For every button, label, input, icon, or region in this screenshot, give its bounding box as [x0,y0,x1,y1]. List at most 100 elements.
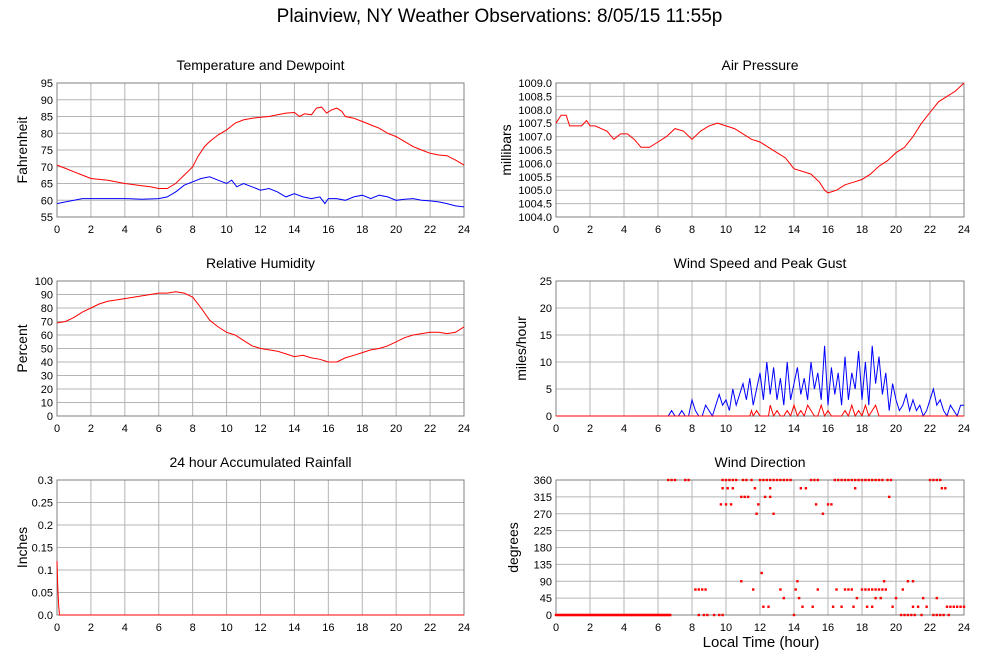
dir-point [741,478,745,482]
rh-xtick-label: 10 [220,423,232,435]
dir-point [603,613,607,617]
dir-point [956,605,959,608]
rh-series-0-line [56,291,465,363]
rain-ytick-label: 0.3 [38,475,53,487]
dir-point [814,503,818,506]
dir-point [630,613,634,617]
temp-xtick-label: 2 [88,224,94,236]
dir-point [935,478,938,482]
dir-point [962,605,966,608]
dir-point [745,478,748,482]
press-ytick-label: 1004.0 [518,212,552,224]
dir-point [792,613,796,617]
rain-title: 24 hour Accumulated Rainfall [169,454,351,470]
dir-point [625,613,628,617]
dir-point [794,588,797,591]
dir-point [599,613,603,617]
rh-xtick-label: 22 [424,423,436,435]
dir-xtick-label: 10 [720,622,732,634]
dir-point [648,613,652,617]
dir-point [721,487,724,490]
press-ytick-label: 1006.5 [518,145,552,157]
press-xtick-label: 22 [924,224,936,236]
dir-point [601,613,604,617]
dir-point [636,613,639,617]
temp-frame [56,82,465,218]
press-xtick-label: 16 [822,224,834,236]
rain-xtick-label: 2 [88,622,94,634]
dir-xtick-label: 12 [754,622,766,634]
dir-point [830,503,833,506]
dir-point [658,613,661,617]
dir-xtick-label: 14 [788,622,800,634]
rh-ytick-label: 40 [41,357,53,369]
dir-point [584,613,588,617]
dir-point [913,613,916,617]
dir-point [871,605,874,608]
dir-point [760,571,763,575]
dir-point [922,596,925,600]
dir-point [855,596,859,600]
dir-point [651,613,654,617]
dir-ytick-label: 270 [534,509,552,521]
dir-point [591,613,594,617]
dir-point [626,613,630,617]
dir-point [561,613,564,617]
dir-point [903,613,906,617]
dir-point [772,478,775,482]
temp-ytick-label: 80 [41,128,53,140]
dir-point [644,613,647,617]
rh-ytick-label: 20 [41,384,53,396]
dir-point [554,613,558,617]
dir-title: Wind Direction [714,454,805,470]
temp-series-1-line [56,176,465,208]
rh-ytick-label: 70 [41,317,53,329]
dir-point [622,613,626,617]
dir-point [564,613,567,617]
dir-point [847,478,850,482]
dir-ytick-label: 360 [534,475,552,487]
press-xtick-label: 4 [621,224,627,236]
rain-xtick-label: 16 [322,622,334,634]
dir-point [762,605,765,608]
dir-point [867,588,870,591]
press-series-0-line [555,82,965,194]
dir-point [650,613,653,617]
dir-point [670,478,673,482]
rain-ytick-label: 0.25 [32,498,53,510]
dir-point [637,613,641,617]
wind-xtick-label: 10 [720,423,732,435]
rh-title: Relative Humidity [206,255,315,271]
dir-point [840,478,843,482]
wind-xtick-label: 22 [924,423,936,435]
dir-point [811,605,814,608]
dir-point [673,478,677,482]
dir-point [667,613,671,617]
rain-xtick-label: 20 [390,622,402,634]
dir-point [867,478,870,482]
dir-point [750,478,753,482]
dir-point [746,495,750,499]
dir-point [662,613,665,617]
dir-point [852,605,855,608]
dir-xtick-label: 20 [890,622,902,634]
dir-point [874,588,877,591]
dir-ytick-label: 180 [534,543,552,555]
dir-point [939,478,942,482]
dir-point [721,613,724,617]
dir-point [945,605,949,608]
dir-point [757,503,760,506]
rh-xtick-label: 12 [254,423,266,435]
dir-point [633,613,637,617]
rain-ytick-label: 0.15 [32,543,53,555]
dir-point [724,478,728,482]
dir-xtick-label: 0 [553,622,559,634]
rh-ylabel: Percent [14,324,30,372]
dir-point [782,596,785,600]
dir-point [645,613,649,617]
dir-point [871,588,874,591]
dir-point [587,613,590,617]
temp-ytick-label: 60 [41,195,53,207]
press-ytick-label: 1009.0 [518,78,552,90]
